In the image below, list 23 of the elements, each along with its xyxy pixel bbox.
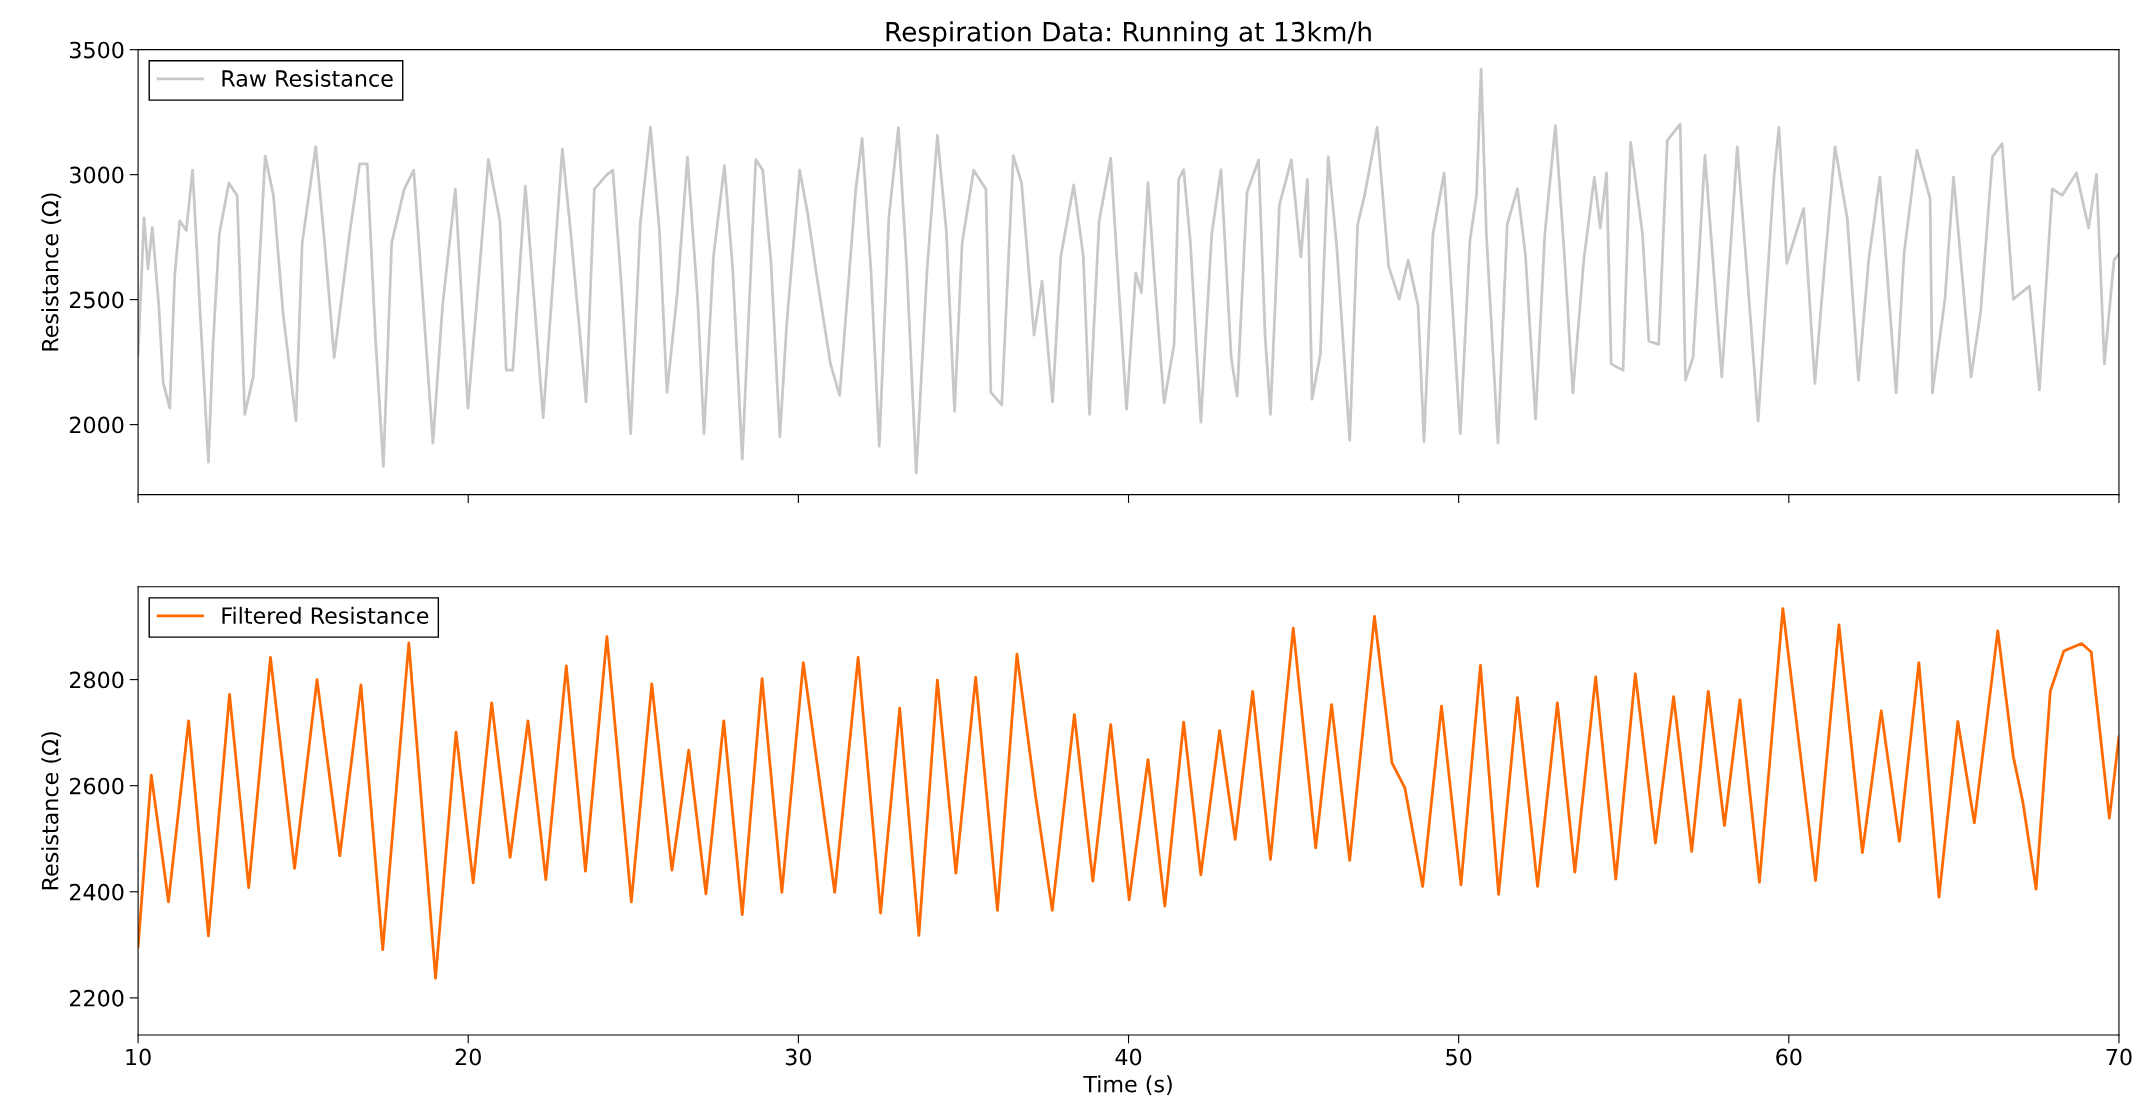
y-tick-label: 2600 <box>69 777 124 795</box>
x-tick-label: 50 <box>1446 1048 1472 1066</box>
x-tick-label: 70 <box>2106 1048 2132 1066</box>
y-tick-label: 2000 <box>69 416 124 434</box>
x-tick-label: 60 <box>1776 1048 1802 1066</box>
x-axis-title: Time (s) <box>1083 1075 1172 1096</box>
x-tick-label: 20 <box>455 1048 481 1066</box>
y-tick-label: 2400 <box>69 883 124 901</box>
y-tick-label: 2800 <box>69 671 124 689</box>
y-axis-title: Resistance (Ω) <box>41 193 62 351</box>
x-tick-label: 40 <box>1115 1048 1142 1066</box>
chart-title: Respiration Data: Running at 13km/h <box>886 21 1371 47</box>
y-tick-label: 3000 <box>70 166 124 184</box>
x-tick-label: 30 <box>785 1048 812 1066</box>
y-tick-label: 2200 <box>69 989 124 1007</box>
y-tick-label: 3500 <box>70 41 124 59</box>
legend-label: Filtered Resistance <box>222 606 429 624</box>
x-tick-label: 10 <box>126 1048 151 1066</box>
line-series <box>138 67 2119 475</box>
legend-label: Raw Resistance <box>222 69 393 87</box>
y-tick-label: 2500 <box>69 291 124 309</box>
y-axis-title: Resistance (Ω) <box>41 732 62 890</box>
line-series <box>138 607 2119 980</box>
